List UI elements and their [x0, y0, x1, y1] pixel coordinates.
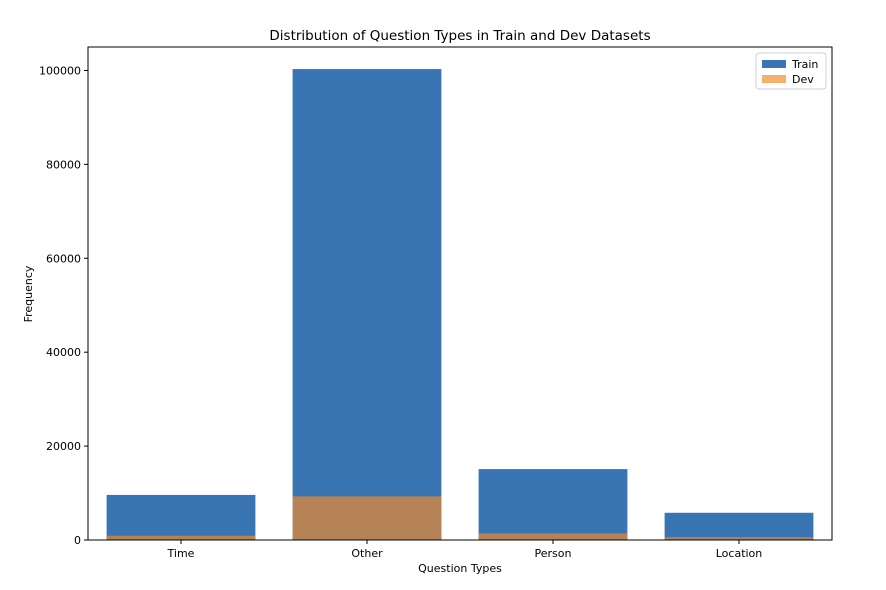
y-tick-label: 0 — [74, 534, 81, 547]
legend-label-dev: Dev — [792, 73, 814, 86]
y-tick-label: 20000 — [46, 440, 81, 453]
x-tick-label-person: Person — [535, 547, 572, 560]
x-tick-label-other: Other — [351, 547, 383, 560]
bar-train-location — [664, 512, 814, 540]
legend-swatch-dev — [762, 75, 786, 83]
bar-train-other — [292, 69, 442, 540]
bar-train-time — [106, 494, 256, 540]
y-tick-label: 60000 — [46, 252, 81, 265]
y-axis: 0 20000 40000 60000 80000 100000 — [39, 64, 88, 547]
legend-label-train: Train — [791, 58, 818, 71]
y-tick-label: 100000 — [39, 64, 81, 77]
y-tick-label: 40000 — [46, 346, 81, 359]
bars-group — [106, 69, 814, 540]
bar-dev-location — [664, 537, 814, 540]
x-axis: Time Other Person Location — [167, 540, 763, 560]
legend: Train Dev — [755, 52, 827, 90]
chart-title: Distribution of Question Types in Train … — [269, 28, 650, 44]
bar-dev-other — [292, 496, 442, 540]
y-axis-label: Frequency — [22, 265, 35, 322]
x-tick-label-location: Location — [716, 547, 763, 560]
legend-swatch-train — [762, 60, 786, 68]
bar-dev-time — [106, 535, 256, 540]
bar-train-person — [478, 469, 628, 540]
x-tick-label-time: Time — [167, 547, 195, 560]
bar-dev-person — [478, 533, 628, 540]
plot-frame — [87, 46, 833, 541]
y-tick-label: 80000 — [46, 158, 81, 171]
x-axis-label: Question Types — [418, 562, 502, 575]
